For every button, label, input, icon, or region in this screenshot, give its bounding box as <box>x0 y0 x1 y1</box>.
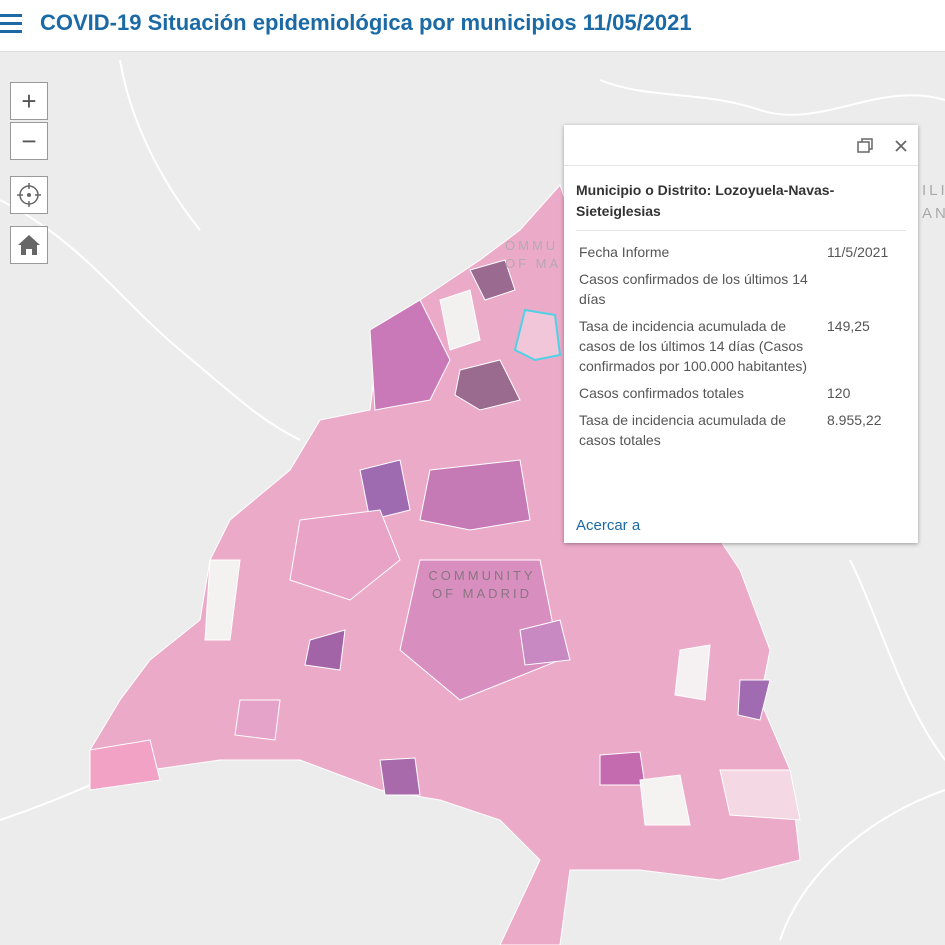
locate-button[interactable] <box>10 176 48 214</box>
home-button[interactable] <box>10 226 48 264</box>
municipalities <box>89 184 801 945</box>
map-label: OF MADRID <box>432 586 532 601</box>
map-label: ILI <box>922 182 945 199</box>
header: COVID-19 Situación epidemiológica por mu… <box>0 0 945 52</box>
attribute-row: Fecha Informe 11/5/2021 <box>576 239 888 266</box>
map-label: OF MA <box>505 256 561 271</box>
map-label: COMMUNITY <box>428 568 535 583</box>
popup-title: Municipio o Distrito: Lozoyuela-Navas-Si… <box>576 180 906 231</box>
zoom-in-button[interactable]: + <box>10 82 48 120</box>
attribute-label: Casos confirmados totales <box>579 385 744 401</box>
attribute-table: Fecha Informe 11/5/2021 Casos confirmados … <box>576 239 888 454</box>
close-button[interactable] <box>890 135 912 157</box>
attribute-value: 120 <box>827 385 851 401</box>
attribute-value: 8.955,22 <box>827 412 882 428</box>
roads <box>0 59 945 941</box>
attribute-label: Tasa de incidencia acumulada de casos de… <box>579 318 808 374</box>
attribute-label: Fecha Informe <box>579 244 670 260</box>
menu-button[interactable] <box>0 14 22 34</box>
map-label: OMMU <box>505 238 558 253</box>
zoom-out-button[interactable]: − <box>10 122 48 160</box>
attribute-row: Casos confirmados totales 120 <box>576 380 888 407</box>
zoom-to-link[interactable]: Acercar a <box>576 517 641 534</box>
map-label: AN <box>922 205 945 222</box>
popup-toolbar <box>564 125 918 166</box>
attribute-row: Tasa de incidencia acumulada de casos to… <box>576 407 888 454</box>
popup: Municipio o Distrito: Lozoyuela-Navas-Si… <box>564 125 918 543</box>
attribute-value-empty <box>824 266 888 313</box>
attribute-row: Tasa de incidencia acumulada de casos de… <box>576 313 888 380</box>
app-title: COVID-19 Situación epidemiológica por mu… <box>40 10 692 35</box>
attribute-label: Tasa de incidencia acumulada de casos to… <box>579 412 787 448</box>
attribute-row: Casos confirmados de los últimos 14 días <box>576 266 888 313</box>
attribute-label: Casos confirmados de los últimos 14 días <box>579 271 808 307</box>
locate-icon <box>17 183 41 207</box>
dock-button[interactable] <box>854 135 876 157</box>
attribute-value: 11/5/2021 <box>827 244 889 260</box>
attribute-value: 149,25 <box>827 318 870 334</box>
home-icon <box>18 235 40 255</box>
